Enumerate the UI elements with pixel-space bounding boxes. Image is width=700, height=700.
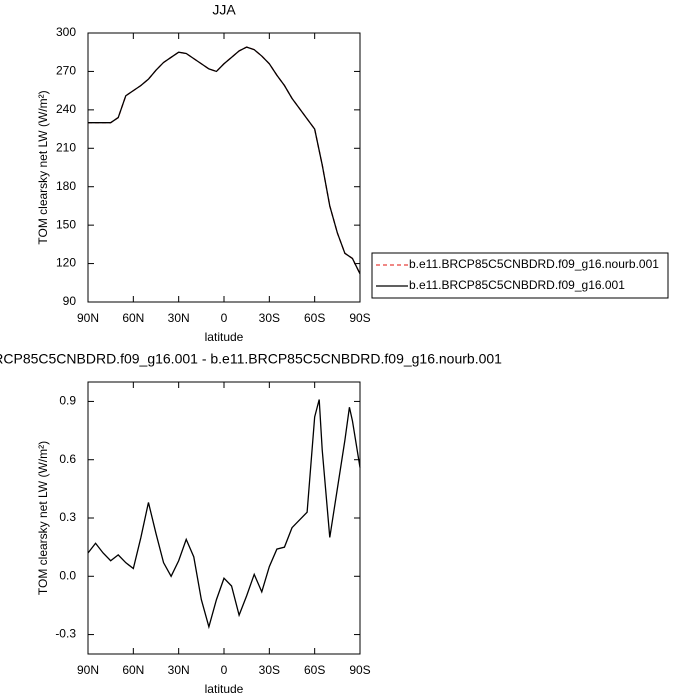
x-tick-label: 30S bbox=[259, 663, 280, 677]
plot-frame bbox=[87, 32, 361, 303]
x-axis-label: latitude bbox=[205, 682, 244, 696]
x-tick-label: 0 bbox=[221, 311, 228, 325]
y-tick-label: 120 bbox=[56, 256, 76, 270]
y-axis-label: TOM clearsky net LW (W/m²) bbox=[36, 441, 50, 595]
x-tick-label: 90N bbox=[77, 311, 99, 325]
y-tick-label: 0.6 bbox=[59, 452, 76, 466]
y-tick-label: 300 bbox=[56, 25, 76, 39]
x-tick-label: 0 bbox=[221, 663, 228, 677]
x-tick-label: 30N bbox=[168, 311, 190, 325]
legend-label: b.e11.BRCP85C5CNBDRD.f09_g16.nourb.001 bbox=[409, 257, 659, 271]
x-tick-label: 60S bbox=[304, 663, 325, 677]
y-tick-label: 210 bbox=[56, 140, 76, 154]
y-tick-label: 150 bbox=[56, 217, 76, 231]
y-tick-label: 0.0 bbox=[59, 568, 76, 582]
x-tick-label: 90S bbox=[349, 311, 370, 325]
legend-label: b.e11.BRCP85C5CNBDRD.f09_g16.001 bbox=[409, 278, 625, 292]
data-line bbox=[87, 399, 361, 630]
y-tick-label: 180 bbox=[56, 179, 76, 193]
x-tick-label: 60N bbox=[122, 663, 144, 677]
x-tick-label: 60S bbox=[304, 311, 325, 325]
data-line bbox=[88, 46, 361, 275]
x-tick-label: 30N bbox=[168, 663, 190, 677]
y-tick-label: 90 bbox=[63, 294, 77, 308]
chart-title: JJA bbox=[212, 2, 236, 18]
x-tick-label: 60N bbox=[122, 311, 144, 325]
y-tick-label: -0.3 bbox=[55, 627, 76, 641]
x-tick-label: 30S bbox=[259, 311, 280, 325]
legend-box bbox=[371, 252, 669, 299]
data-line bbox=[88, 46, 361, 275]
x-tick-label: 90N bbox=[77, 663, 99, 677]
y-tick-label: 240 bbox=[56, 102, 76, 116]
x-tick-label: 90S bbox=[349, 663, 370, 677]
x-axis-label: latitude bbox=[205, 330, 244, 344]
y-tick-label: 0.3 bbox=[59, 510, 76, 524]
chart-title: b.e11.BRCP85C5CNBDRD.f09_g16.001 - b.e11… bbox=[0, 351, 502, 367]
y-tick-label: 270 bbox=[56, 64, 76, 78]
plot-frame bbox=[87, 381, 361, 655]
y-tick-label: 0.9 bbox=[59, 394, 76, 408]
y-axis-label: TOM clearsky net LW (W/m²) bbox=[36, 90, 50, 244]
